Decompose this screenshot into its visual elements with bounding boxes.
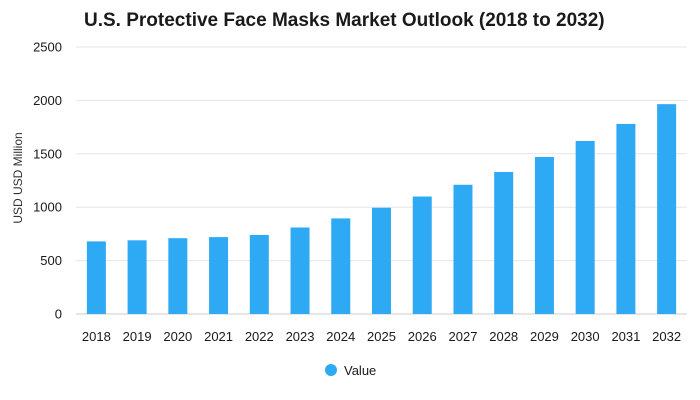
y-axis-ticks: 0 500 1000 1500 2000 2500: [33, 40, 62, 322]
x-tick-label: 2029: [530, 329, 559, 344]
bar-2032[interactable]: [657, 104, 677, 314]
bar-2018[interactable]: [86, 241, 106, 314]
y-tick-label: 0: [55, 307, 62, 322]
x-tick-label: 2021: [204, 329, 233, 344]
bar-2024[interactable]: [331, 218, 351, 314]
bar-2031[interactable]: [616, 123, 636, 315]
x-tick-label: 2031: [611, 329, 640, 344]
y-tick-label: 2000: [33, 93, 62, 108]
bar-2019[interactable]: [127, 240, 147, 314]
bar-2021[interactable]: [209, 237, 229, 314]
legend-label: Value: [344, 363, 376, 378]
x-tick-label: 2024: [326, 329, 355, 344]
x-tick-label: 2023: [286, 329, 315, 344]
y-tick-label: 2500: [33, 40, 62, 55]
y-axis-title: USD USD Million: [11, 132, 25, 223]
chart-title: U.S. Protective Face Masks Market Outloo…: [84, 10, 605, 31]
bar-2022[interactable]: [249, 234, 269, 314]
bar-2023[interactable]: [290, 227, 310, 314]
bar-2026[interactable]: [412, 196, 432, 314]
legend[interactable]: Value: [325, 363, 376, 378]
bar-2027[interactable]: [453, 184, 473, 314]
x-tick-label: 2026: [408, 329, 437, 344]
x-tick-label: 2032: [652, 329, 681, 344]
bar-2025[interactable]: [372, 207, 391, 314]
x-tick-label: 2030: [571, 329, 600, 344]
bar-2028[interactable]: [494, 171, 514, 314]
bars: [86, 104, 677, 315]
x-tick-label: 2019: [123, 329, 152, 344]
bar-2029[interactable]: [534, 157, 554, 314]
x-tick-label: 2025: [367, 329, 396, 344]
y-tick-label: 1000: [33, 200, 62, 215]
x-tick-label: 2020: [163, 329, 192, 344]
x-tick-label: 2027: [449, 329, 478, 344]
x-tick-label: 2028: [489, 329, 518, 344]
bar-2030[interactable]: [575, 140, 595, 314]
y-tick-label: 1500: [33, 146, 62, 161]
legend-marker-icon: [325, 364, 337, 376]
bar-2020[interactable]: [168, 238, 188, 314]
y-tick-label: 500: [40, 253, 62, 268]
x-tick-label: 2018: [82, 329, 111, 344]
x-tick-label: 2022: [245, 329, 274, 344]
x-axis-ticks: 2018 2019 2020 2021 2022 2023 2024 2025 2026 2027…: [82, 329, 681, 344]
